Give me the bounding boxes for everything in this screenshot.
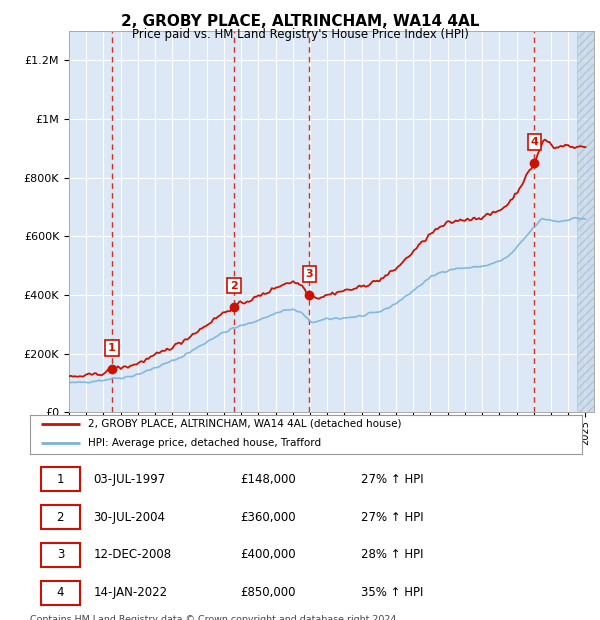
Text: 3: 3 [56, 549, 64, 562]
Text: 27% ↑ HPI: 27% ↑ HPI [361, 472, 424, 485]
Text: 2: 2 [56, 510, 64, 523]
Text: 2, GROBY PLACE, ALTRINCHAM, WA14 4AL (detached house): 2, GROBY PLACE, ALTRINCHAM, WA14 4AL (de… [88, 419, 401, 429]
Text: 1: 1 [56, 472, 64, 485]
FancyBboxPatch shape [41, 543, 80, 567]
Text: 28% ↑ HPI: 28% ↑ HPI [361, 549, 424, 562]
Text: 27% ↑ HPI: 27% ↑ HPI [361, 510, 424, 523]
FancyBboxPatch shape [41, 581, 80, 604]
Text: 1: 1 [108, 343, 116, 353]
FancyBboxPatch shape [41, 505, 80, 529]
Text: 30-JUL-2004: 30-JUL-2004 [94, 510, 166, 523]
Text: 12-DEC-2008: 12-DEC-2008 [94, 549, 172, 562]
Text: Contains HM Land Registry data © Crown copyright and database right 2024.
This d: Contains HM Land Registry data © Crown c… [30, 615, 400, 620]
Text: 4: 4 [530, 137, 538, 147]
Text: £360,000: £360,000 [240, 510, 295, 523]
Text: 03-JUL-1997: 03-JUL-1997 [94, 472, 166, 485]
Text: 14-JAN-2022: 14-JAN-2022 [94, 587, 167, 600]
Text: £148,000: £148,000 [240, 472, 296, 485]
Text: 2, GROBY PLACE, ALTRINCHAM, WA14 4AL: 2, GROBY PLACE, ALTRINCHAM, WA14 4AL [121, 14, 479, 29]
Text: HPI: Average price, detached house, Trafford: HPI: Average price, detached house, Traf… [88, 438, 321, 448]
Text: 35% ↑ HPI: 35% ↑ HPI [361, 587, 424, 600]
Text: 4: 4 [56, 587, 64, 600]
Text: £400,000: £400,000 [240, 549, 295, 562]
Bar [577, 31, 600, 412]
Text: £850,000: £850,000 [240, 587, 295, 600]
Text: Price paid vs. HM Land Registry's House Price Index (HPI): Price paid vs. HM Land Registry's House … [131, 28, 469, 41]
Text: 3: 3 [305, 269, 313, 279]
Text: 2: 2 [230, 281, 238, 291]
FancyBboxPatch shape [41, 467, 80, 491]
